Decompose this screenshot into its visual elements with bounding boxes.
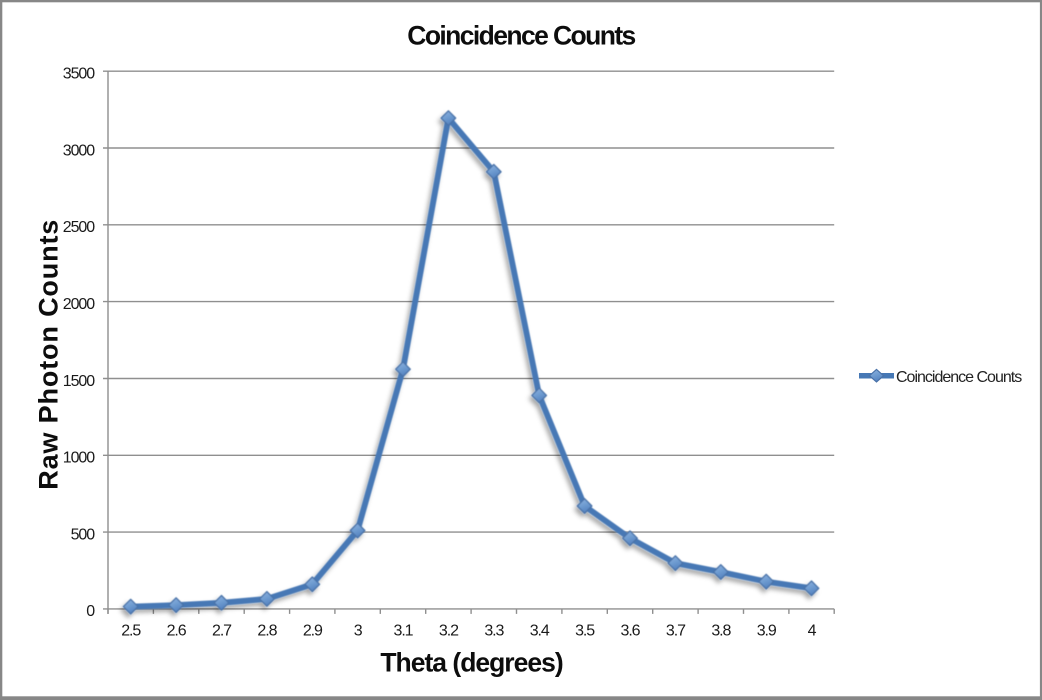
svg-text:3.4: 3.4 — [530, 623, 550, 640]
svg-text:3.8: 3.8 — [711, 623, 731, 640]
svg-text:Coincidence Counts: Coincidence Counts — [896, 369, 1022, 386]
svg-text:1500: 1500 — [63, 373, 95, 390]
svg-text:3.9: 3.9 — [757, 623, 777, 640]
svg-text:1000: 1000 — [63, 450, 95, 467]
svg-text:0: 0 — [86, 603, 95, 620]
svg-text:3000: 3000 — [63, 142, 95, 159]
svg-text:2500: 2500 — [63, 219, 95, 236]
svg-text:Theta (degrees): Theta (degrees) — [380, 647, 563, 677]
svg-text:2.8: 2.8 — [257, 623, 277, 640]
svg-text:4: 4 — [808, 623, 817, 640]
svg-text:3500: 3500 — [63, 66, 95, 83]
svg-text:Raw Photon Counts: Raw Photon Counts — [34, 219, 64, 490]
svg-text:2000: 2000 — [63, 296, 95, 313]
svg-text:3.3: 3.3 — [484, 623, 504, 640]
svg-text:3.6: 3.6 — [621, 623, 641, 640]
svg-text:Coincidence Counts: Coincidence Counts — [407, 20, 635, 50]
svg-text:2.7: 2.7 — [212, 623, 232, 640]
svg-text:3: 3 — [354, 623, 363, 640]
svg-text:2.9: 2.9 — [303, 623, 323, 640]
svg-text:500: 500 — [71, 526, 96, 543]
svg-text:3.2: 3.2 — [439, 623, 459, 640]
svg-text:3.7: 3.7 — [666, 623, 686, 640]
svg-text:3.5: 3.5 — [575, 623, 595, 640]
svg-text:2.5: 2.5 — [121, 623, 141, 640]
svg-text:2.6: 2.6 — [167, 623, 187, 640]
svg-text:3.1: 3.1 — [394, 623, 414, 640]
